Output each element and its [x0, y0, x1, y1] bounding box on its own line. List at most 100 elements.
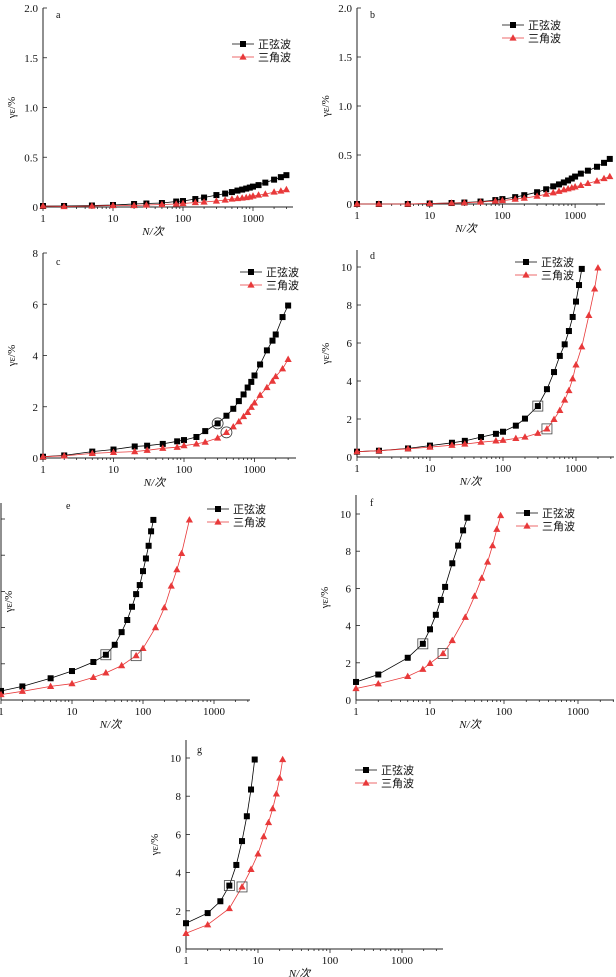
data-point-triangle — [200, 198, 208, 205]
data-point-triangle — [419, 665, 427, 672]
data-point-triangle — [499, 436, 507, 443]
data-point-sine — [543, 386, 550, 393]
data-point-triangle — [268, 377, 277, 384]
x-tick-label: 1000 — [242, 213, 265, 225]
data-point-triangle — [39, 452, 47, 460]
data-point-sine — [233, 861, 240, 868]
x-tick-label: 1000 — [564, 210, 587, 222]
y-tick-label: 6 — [176, 829, 182, 841]
y-tick-label: 0.5 — [24, 152, 38, 164]
data-point-triangle — [478, 574, 486, 581]
data-point-sine — [427, 626, 433, 633]
data-point-triangle — [491, 197, 499, 204]
data-point-triangle — [497, 511, 505, 519]
data-point-sine — [512, 422, 519, 429]
data-point-sine — [578, 265, 585, 272]
data-point-triangle — [118, 661, 126, 669]
legend-marker-sine — [363, 767, 369, 773]
data-point-triangle — [131, 447, 139, 455]
data-point-triangle — [277, 187, 285, 194]
data-point-sine — [269, 337, 276, 344]
x-tick-label: 100 — [176, 464, 193, 476]
data-point-sine — [573, 298, 579, 305]
y-tick-label: 0 — [33, 453, 39, 465]
data-point-triangle — [180, 441, 188, 449]
highlight-square — [437, 648, 449, 659]
legend-label-triangle: 三角波 — [528, 32, 561, 45]
data-point-triangle — [278, 365, 287, 372]
y-tick-label: 4 — [347, 376, 353, 388]
legend-label-sine: 正弦波 — [542, 506, 575, 520]
x-tick-label: 1000 — [565, 463, 588, 475]
y-axis-label: γε/% — [3, 591, 15, 614]
data-point-triangle — [173, 443, 181, 450]
legend-marker-sine — [248, 269, 254, 275]
series-line-triangle — [185, 759, 284, 934]
data-point-triangle — [158, 200, 166, 208]
legend-label-triangle: 三角波 — [541, 269, 574, 282]
x-tick-label: 1000 — [244, 464, 267, 476]
x-tick-label: 10 — [253, 955, 265, 967]
data-point-triangle — [179, 199, 187, 207]
data-point-sine — [257, 361, 264, 368]
data-point-triangle — [353, 200, 361, 207]
x-tick-label: 100 — [495, 463, 512, 475]
x-axis-label: N/次 — [454, 222, 478, 235]
x-tick-label: 1 — [183, 955, 189, 967]
y-tick-label: 10 — [341, 262, 353, 274]
data-point-triangle — [238, 883, 246, 890]
data-point-triangle — [492, 437, 500, 444]
data-point-sine — [136, 582, 143, 589]
data-point-sine — [437, 596, 444, 603]
data-point-sine — [118, 629, 125, 636]
legend-label-sine: 正弦波 — [266, 265, 299, 279]
data-point-triangle — [578, 343, 586, 350]
data-point-triangle — [543, 425, 551, 432]
data-point-sine — [244, 384, 251, 391]
data-point-triangle — [606, 172, 614, 180]
panel-label: f — [370, 498, 374, 509]
y-tick-label: 2.0 — [24, 3, 38, 15]
x-tick-label: 1 — [354, 463, 360, 475]
y-tick-label: 6 — [347, 338, 353, 350]
data-point-triangle — [247, 865, 255, 872]
data-point-triangle — [191, 198, 199, 206]
data-point-triangle — [204, 920, 212, 928]
data-point-sine — [272, 331, 279, 338]
y-tick-label: 2 — [347, 414, 353, 426]
y-tick-label: 8 — [347, 300, 353, 312]
data-point-sine — [148, 528, 155, 535]
data-point-sine — [419, 640, 426, 647]
data-point-triangle — [447, 199, 456, 206]
y-tick-label: 0 — [347, 199, 353, 211]
x-tick-label: 1 — [353, 706, 359, 718]
data-point-sine — [606, 155, 613, 162]
data-point-triangle — [572, 361, 580, 368]
x-tick-label: 1 — [0, 706, 4, 718]
y-tick-label: 8 — [33, 248, 39, 260]
y-tick-label: 8 — [346, 546, 352, 558]
data-point-sine — [124, 616, 131, 623]
data-point-triangle — [426, 199, 434, 207]
x-tick-label: 10 — [108, 213, 120, 225]
data-point-triangle — [68, 679, 76, 687]
data-point-sine — [217, 898, 224, 905]
panel-label: e — [66, 501, 71, 512]
data-point-triangle — [18, 687, 26, 694]
x-tick-label: 10 — [425, 706, 437, 718]
data-point-sine — [202, 428, 209, 435]
y-axis-label: γε/% — [149, 834, 161, 857]
data-point-triangle — [0, 690, 5, 698]
data-point-sine — [534, 403, 541, 410]
panel-label: b — [370, 10, 375, 21]
data-point-triangle — [476, 198, 485, 205]
data-point-sine — [572, 173, 579, 180]
data-point-triangle — [460, 199, 468, 206]
data-point-triangle — [448, 441, 456, 448]
x-tick-label: 10 — [108, 464, 120, 476]
data-point-triangle — [192, 440, 201, 447]
data-point-sine — [561, 341, 568, 348]
data-point-sine — [478, 434, 485, 441]
data-point-triangle — [229, 422, 237, 430]
